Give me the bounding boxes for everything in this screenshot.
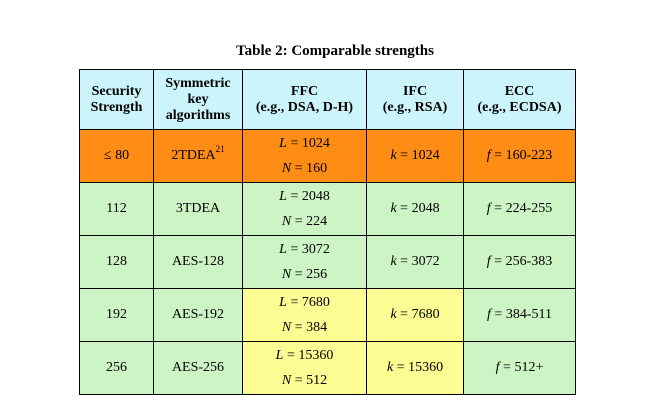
symmetric-cell: 3TDEA — [153, 182, 243, 236]
ffc-N-value: 224 — [306, 214, 328, 229]
header-security-strength: Security Strength — [79, 69, 154, 130]
ecc-cell: f = 160-223 — [463, 129, 576, 183]
ffc-L-value: 2048 — [301, 189, 330, 204]
header-symmetric: Symmetric key algorithms — [153, 69, 243, 130]
strength-cell: 192 — [79, 288, 154, 342]
header-line: IFC — [402, 83, 428, 99]
ifc-cell: k = 2048 — [366, 182, 464, 236]
header-ifc: IFC (e.g., RSA) — [366, 69, 464, 130]
header-line: Security — [91, 83, 142, 99]
ifc-cell: k = 3072 — [366, 235, 464, 289]
header-line: Strength — [90, 99, 143, 115]
symmetric-value: AES-192 — [171, 307, 225, 322]
symmetric-value: 3TDEA — [175, 201, 221, 216]
ffc-L-value: 15360 — [298, 348, 334, 363]
table-row: 256 AES-256 L = 15360 N = 512 k = 15360 … — [79, 341, 576, 395]
strength-cell: ≤ 80 — [79, 129, 154, 183]
ifc-k-value: 3072 — [411, 254, 440, 269]
ffc-N-value: 512 — [306, 373, 328, 388]
symmetric-value: AES-256 — [171, 360, 225, 375]
ecc-cell: f = 256-383 — [463, 235, 576, 289]
ifc-k-value: 1024 — [411, 148, 440, 163]
ffc-L: L = 2048 — [279, 189, 330, 204]
symmetric-value: AES-128 — [171, 254, 225, 269]
ffc-L: L = 7680 — [279, 295, 330, 310]
ffc-L: L = 1024 — [279, 136, 330, 151]
ecc-cell: f = 512+ — [463, 341, 576, 395]
strength-cell: 112 — [79, 182, 154, 236]
ffc-N: N = 512 — [281, 373, 328, 388]
strength-cell: 128 — [79, 235, 154, 289]
ecc-f-value: 384-511 — [505, 307, 552, 322]
table-row: 128 AES-128 L = 3072 N = 256 k = 3072 f … — [79, 235, 576, 289]
ffc-N-value: 160 — [306, 161, 328, 176]
ffc-L: L = 3072 — [279, 242, 330, 257]
ifc-cell: k = 1024 — [366, 129, 464, 183]
ecc-f-value: 512+ — [514, 360, 544, 375]
table-caption: Table 2: Comparable strengths — [236, 43, 434, 59]
ffc-cell: L = 15360 N = 512 — [242, 341, 367, 395]
table-row: ≤ 80 2TDEA21 L = 1024 N = 160 k = 1024 f… — [79, 129, 576, 183]
ffc-N: N = 224 — [281, 214, 328, 229]
ffc-cell: L = 7680 N = 384 — [242, 288, 367, 342]
ffc-L-value: 3072 — [301, 242, 330, 257]
symmetric-cell: AES-256 — [153, 341, 243, 395]
header-line: ECC — [504, 83, 535, 99]
ecc-cell: f = 384-511 — [463, 288, 576, 342]
symmetric-value: 2TDEA — [171, 148, 216, 163]
ffc-N-value: 384 — [306, 320, 328, 335]
ffc-cell: L = 2048 N = 224 — [242, 182, 367, 236]
ecc-f-value: 160-223 — [505, 148, 553, 163]
header-line: key — [187, 91, 209, 107]
header-line: FFC — [290, 83, 319, 99]
ffc-L: L = 15360 — [275, 348, 334, 363]
ffc-N: N = 160 — [281, 161, 328, 176]
symmetric-cell: AES-128 — [153, 235, 243, 289]
header-line: (e.g., RSA) — [382, 99, 448, 115]
ecc-f-value: 256-383 — [505, 254, 553, 269]
symmetric-cell: AES-192 — [153, 288, 243, 342]
ffc-L-value: 7680 — [301, 295, 330, 310]
ifc-k-value: 15360 — [408, 360, 444, 375]
ffc-L-value: 1024 — [301, 136, 330, 151]
symmetric-cell: 2TDEA21 — [153, 129, 243, 183]
ifc-k-value: 2048 — [411, 201, 440, 216]
ffc-N-value: 256 — [306, 267, 328, 282]
header-line: (e.g., DSA, D-H) — [255, 99, 354, 115]
comparable-strengths-table: Security Strength Symmetric key algorith… — [79, 69, 576, 395]
header-line: (e.g., ECDSA) — [477, 99, 562, 115]
ecc-cell: f = 224-255 — [463, 182, 576, 236]
header-line: algorithms — [165, 107, 231, 123]
header-ffc: FFC (e.g., DSA, D-H) — [242, 69, 367, 130]
ifc-cell: k = 15360 — [366, 341, 464, 395]
table-row: 112 3TDEA L = 2048 N = 224 k = 2048 f = … — [79, 182, 576, 236]
header-row: Security Strength Symmetric key algorith… — [79, 69, 576, 130]
ffc-cell: L = 3072 N = 256 — [242, 235, 367, 289]
header-ecc: ECC (e.g., ECDSA) — [463, 69, 576, 130]
strength-cell: 256 — [79, 341, 154, 395]
ecc-f-value: 224-255 — [505, 201, 553, 216]
ffc-N: N = 384 — [281, 320, 328, 335]
ffc-N: N = 256 — [281, 267, 328, 282]
ifc-cell: k = 7680 — [366, 288, 464, 342]
footnote-marker: 21 — [215, 144, 225, 155]
table-row: 192 AES-192 L = 7680 N = 384 k = 7680 f … — [79, 288, 576, 342]
header-line: Symmetric — [165, 75, 231, 91]
ifc-k-value: 7680 — [411, 307, 440, 322]
ffc-cell: L = 1024 N = 160 — [242, 129, 367, 183]
